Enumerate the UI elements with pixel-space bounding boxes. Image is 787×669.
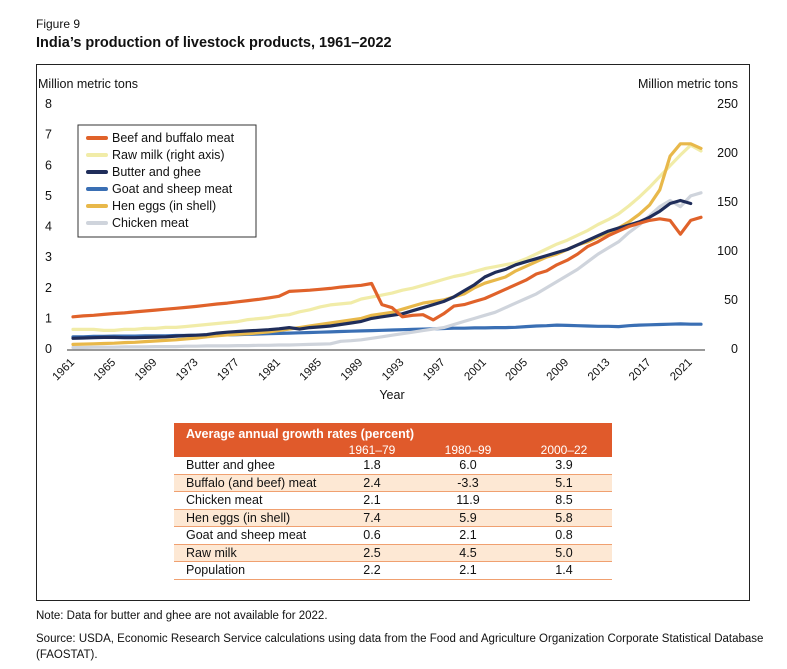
x-tick-label: 2017 [627, 357, 654, 384]
table-row: Butter and ghee 1.8 6.0 3.9 [174, 457, 612, 475]
figure-title: India’s production of livestock products… [36, 35, 392, 51]
row-label: Population [174, 561, 324, 580]
growth-value: 3.9 [516, 457, 612, 475]
growth-value: 5.0 [516, 544, 612, 562]
right-axis-label: Million metric tons [638, 77, 738, 91]
table-row: Raw milk 2.5 4.5 5.0 [174, 544, 612, 562]
growth-value: 1.8 [324, 457, 420, 475]
growth-value: 2.5 [324, 544, 420, 562]
x-tick-label: 2005 [504, 357, 531, 384]
growth-value: 4.5 [420, 544, 516, 562]
series-line [71, 191, 703, 350]
legend-box [77, 124, 257, 238]
row-label: Raw milk [174, 544, 324, 562]
growth-value: 2.1 [324, 491, 420, 510]
y-tick-label-right: 100 [717, 244, 738, 258]
series-line [71, 215, 703, 322]
table-row: Chicken meat 2.1 11.9 8.5 [174, 491, 612, 510]
x-tick-label: 2021 [668, 357, 695, 384]
chart-note: Note: Data for butter and ghee are not a… [36, 610, 328, 622]
growth-value: 8.5 [516, 491, 612, 510]
y-tick-label-left: 5 [45, 189, 52, 203]
table-row: Goat and sheep meat 0.6 2.1 0.8 [174, 526, 612, 545]
legend-label: Chicken meat [112, 216, 189, 230]
growth-value: 5.8 [516, 509, 612, 527]
y-tick-label-left: 7 [45, 128, 52, 142]
series-line [71, 198, 693, 340]
growth-value: 5.9 [420, 509, 516, 527]
growth-table-blank-header [174, 442, 324, 457]
growth-value: 7.4 [324, 509, 420, 527]
growth-value: 11.9 [420, 491, 516, 510]
growth-value: -3.3 [420, 474, 516, 492]
x-tick-label: 1961 [51, 357, 78, 384]
growth-value: 2.1 [420, 561, 516, 580]
y-tick-label-right: 200 [717, 146, 738, 160]
x-tick-label: 1985 [298, 357, 325, 384]
table-row: Hen eggs (in shell) 7.4 5.9 5.8 [174, 509, 612, 527]
table-row: Buffalo (and beef) meat 2.4 -3.3 5.1 [174, 474, 612, 492]
y-tick-label-left: 1 [45, 311, 52, 325]
left-axis-label: Million metric tons [38, 77, 138, 91]
chart-frame [36, 64, 750, 601]
growth-value: 0.6 [324, 526, 420, 545]
y-tick-label-left: 0 [45, 342, 52, 356]
legend-label: Beef and buffalo meat [112, 131, 235, 145]
x-tick-label: 2013 [586, 357, 613, 384]
growth-rates-table: Average annual growth rates (percent) 19… [174, 423, 612, 580]
y-tick-label-right: 150 [717, 195, 738, 209]
row-label: Buffalo (and beef) meat [174, 474, 324, 492]
y-tick-label-left: 6 [45, 158, 52, 172]
growth-value: 2.1 [420, 526, 516, 545]
period-header: 1961–79 [324, 442, 420, 457]
growth-value: 6.0 [420, 457, 516, 475]
row-label: Hen eggs (in shell) [174, 509, 324, 527]
growth-value: 5.1 [516, 474, 612, 492]
y-tick-label-right: 250 [717, 97, 738, 111]
growth-table-title: Average annual growth rates (percent) [174, 423, 612, 442]
growth-value: 2.4 [324, 474, 420, 492]
growth-value: 1.4 [516, 561, 612, 580]
x-tick-label: 1989 [339, 357, 366, 384]
period-header: 1980–99 [420, 442, 516, 457]
row-label: Butter and ghee [174, 457, 324, 475]
x-tick-label: 1993 [380, 357, 407, 384]
series-line [71, 143, 703, 332]
x-tick-label: 1981 [256, 357, 283, 384]
x-tick-label: 2009 [545, 357, 572, 384]
row-label: Goat and sheep meat [174, 526, 324, 545]
legend-label: Raw milk (right axis) [112, 148, 225, 162]
period-header: 2000–22 [516, 442, 612, 457]
x-tick-label: 1965 [92, 357, 119, 384]
x-tick-label: 1977 [215, 357, 242, 384]
x-tick-label: 1973 [174, 357, 201, 384]
y-tick-label-right: 0 [731, 342, 738, 356]
legend-label: Goat and sheep meat [112, 182, 233, 196]
y-tick-label-right: 50 [724, 293, 738, 307]
growth-value: 2.2 [324, 561, 420, 580]
x-tick-label: 1969 [133, 357, 160, 384]
legend-label: Butter and ghee [112, 165, 201, 179]
y-tick-label-left: 4 [45, 220, 52, 234]
chart-source: Source: USDA, Economic Research Service … [36, 633, 764, 661]
figure-label: Figure 9 [36, 17, 81, 31]
row-label: Chicken meat [174, 491, 324, 510]
growth-value: 0.8 [516, 526, 612, 545]
y-tick-label-left: 8 [45, 97, 52, 111]
table-row: Population 2.2 2.1 1.4 [174, 561, 612, 580]
x-tick-label: 1997 [421, 357, 448, 384]
x-axis-label: Year [379, 388, 404, 402]
legend-label: Hen eggs (in shell) [112, 199, 216, 213]
y-tick-label-left: 3 [45, 250, 52, 264]
x-tick-label: 2001 [462, 357, 489, 384]
y-tick-label-left: 2 [45, 281, 52, 295]
